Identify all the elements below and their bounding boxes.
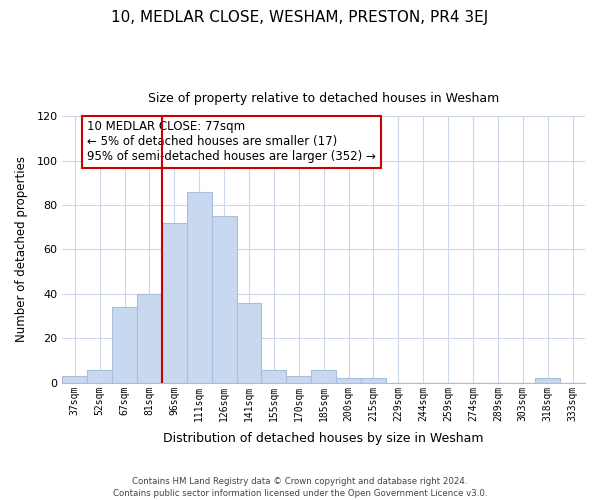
Bar <box>187 192 212 383</box>
Text: Contains HM Land Registry data © Crown copyright and database right 2024.
Contai: Contains HM Land Registry data © Crown c… <box>113 476 487 498</box>
Bar <box>361 378 386 383</box>
Bar <box>62 376 87 383</box>
Bar <box>87 370 112 383</box>
X-axis label: Distribution of detached houses by size in Wesham: Distribution of detached houses by size … <box>163 432 484 445</box>
Bar <box>236 303 262 383</box>
Text: 10, MEDLAR CLOSE, WESHAM, PRESTON, PR4 3EJ: 10, MEDLAR CLOSE, WESHAM, PRESTON, PR4 3… <box>112 10 488 25</box>
Bar <box>262 370 286 383</box>
Bar <box>212 216 236 383</box>
Bar <box>286 376 311 383</box>
Text: 10 MEDLAR CLOSE: 77sqm
← 5% of detached houses are smaller (17)
95% of semi-deta: 10 MEDLAR CLOSE: 77sqm ← 5% of detached … <box>87 120 376 164</box>
Bar <box>336 378 361 383</box>
Bar <box>112 308 137 383</box>
Title: Size of property relative to detached houses in Wesham: Size of property relative to detached ho… <box>148 92 499 106</box>
Bar <box>137 294 162 383</box>
Bar <box>535 378 560 383</box>
Bar <box>311 370 336 383</box>
Y-axis label: Number of detached properties: Number of detached properties <box>15 156 28 342</box>
Bar <box>162 223 187 383</box>
